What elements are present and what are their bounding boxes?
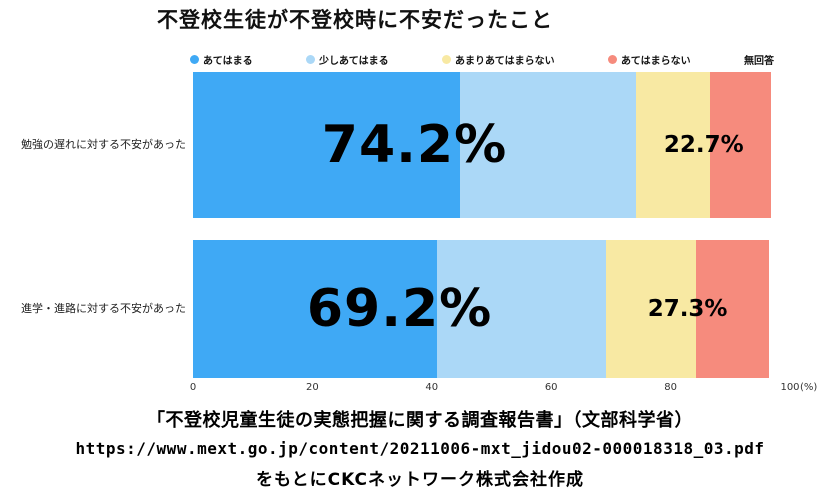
bar-segment-disagree	[709, 72, 772, 218]
legend-dot-agree	[190, 55, 199, 64]
bar-segment-somewhat-agree	[459, 72, 636, 218]
category-label: 勉強の遅れに対する不安があった	[21, 138, 186, 152]
x-tick-label: 20	[306, 382, 319, 393]
legend-label-somewhat-agree: 少しあてはまる	[319, 56, 389, 67]
x-tick-label: 80	[664, 382, 677, 393]
x-tick-label: 100	[780, 382, 800, 393]
legend-label-agree: あてはまる	[203, 56, 253, 67]
legend-item-somewhat-disagree: あまりあてはまらない	[442, 52, 555, 67]
legend-item-disagree: あてはまらない	[608, 52, 691, 67]
x-axis-unit: (%)	[800, 382, 818, 393]
bar-segment-somewhat-disagree	[635, 72, 710, 218]
bar-segment-no-answer	[771, 72, 790, 218]
x-tick-label: 40	[425, 382, 439, 393]
stacked-bar: 74.2% 22.7%	[193, 72, 790, 218]
bar-segment-agree	[193, 72, 460, 218]
source-credit: をもとにCKCネットワーク株式会社作成	[255, 470, 585, 490]
legend-dot-somewhat-disagree	[442, 55, 451, 64]
x-tick-label: 0	[189, 382, 197, 393]
source-footer: 「不登校児童生徒の実態把握に関する調査報告書」（文部科学省） https://w…	[0, 406, 840, 490]
x-axis: 0 20 40 60 80 100 (%)	[189, 382, 818, 396]
category-label: 進学・進路に対する不安があった	[21, 302, 186, 316]
legend-dot-somewhat-agree	[306, 55, 315, 64]
source-url: https://www.mext.go.jp/content/20211006-…	[75, 439, 765, 458]
source-title: 「不登校児童生徒の実態把握に関する調査報告書」（文部科学省）	[147, 410, 693, 431]
bar-segment-disagree	[696, 240, 770, 378]
legend-label-disagree: あてはまらない	[621, 56, 691, 67]
chart-legend: あてはまる 少しあてはまる あまりあてはまらない あてはまらない 無回答	[190, 52, 774, 67]
legend-label-no-answer: 無回答	[744, 56, 774, 67]
x-tick-label: 60	[544, 382, 558, 393]
bar-segment-somewhat-disagree	[606, 240, 697, 378]
legend-item-somewhat-agree: 少しあてはまる	[306, 52, 389, 67]
legend-item-no-answer: 無回答	[744, 52, 774, 67]
bar-row: 勉強の遅れに対する不安があった 74.2% 22.7%	[0, 72, 840, 218]
legend-item-agree: あてはまる	[190, 52, 253, 67]
bar-segment-somewhat-agree	[437, 240, 607, 378]
legend-label-somewhat-disagree: あまりあてはまらない	[455, 56, 555, 67]
bar-segment-no-answer	[769, 240, 790, 378]
chart-title: 不登校生徒が不登校時に不安だったこと	[157, 8, 553, 32]
stacked-bar: 69.2% 27.3%	[193, 240, 790, 378]
legend-dot-disagree	[608, 55, 617, 64]
bar-segment-agree	[193, 240, 438, 378]
bar-row: 進学・進路に対する不安があった 69.2% 27.3%	[0, 240, 840, 378]
chart-plot-area: 勉強の遅れに対する不安があった 74.2% 22.7% 進学・進路に対する不安があった…	[0, 72, 840, 400]
